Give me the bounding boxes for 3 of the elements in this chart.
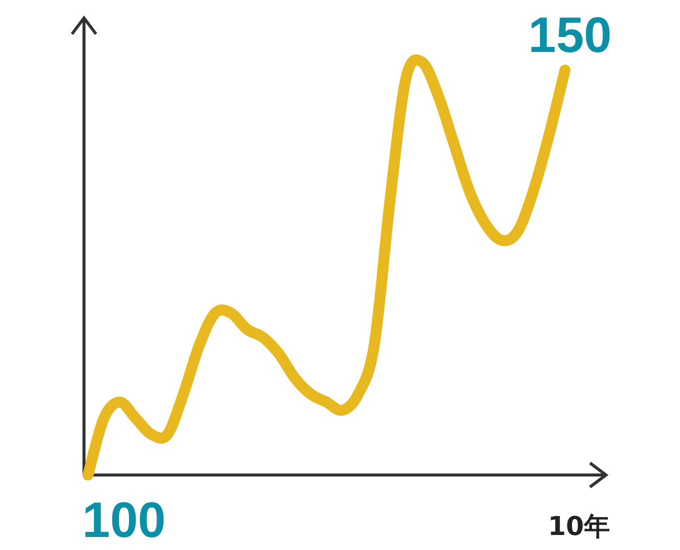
data-label: 150 xyxy=(528,7,612,64)
x-axis-title: 10年 xyxy=(548,512,610,542)
data-label: 100 xyxy=(82,492,166,548)
